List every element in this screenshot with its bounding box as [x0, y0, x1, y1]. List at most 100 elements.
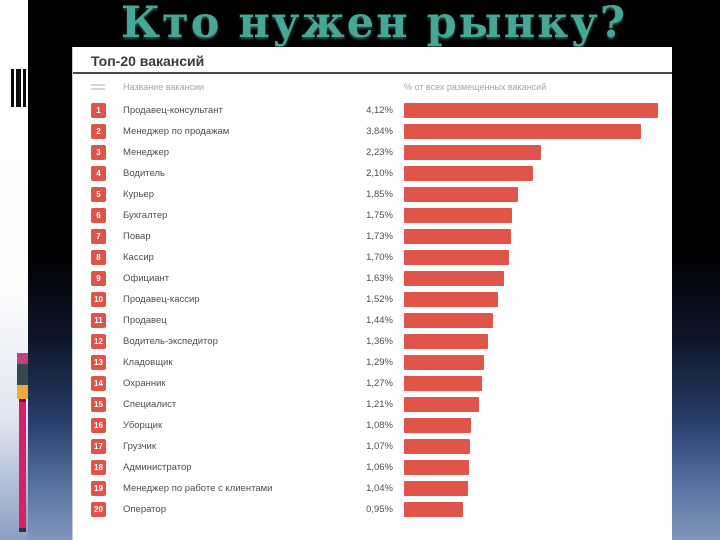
bar-cell	[404, 481, 672, 496]
rank-badge: 14	[91, 376, 106, 391]
bar-cell	[404, 376, 672, 391]
percent-bar	[404, 271, 505, 286]
table-row: 3 Менеджер 2,23%	[73, 142, 672, 163]
table-row: 19 Менеджер по работе с клиентами 1,04%	[73, 478, 672, 499]
vacancy-percent: 1,08%	[366, 420, 393, 431]
table-row: 15 Специалист 1,21%	[73, 394, 672, 415]
table-row: 1 Продавец-консультант 4,12%	[73, 100, 672, 121]
percent-bar	[404, 145, 542, 160]
magenta-vertical-bar	[19, 399, 26, 532]
slide-title: Кто нужен рынку?	[120, 0, 628, 48]
rank-badge: 6	[91, 208, 106, 223]
left-decor-strip	[0, 0, 28, 540]
rank-badge: 19	[91, 481, 106, 496]
percent-bar	[404, 229, 511, 244]
percent-bar	[404, 124, 641, 139]
rank-badge: 4	[91, 166, 106, 181]
vacancy-percent: 1,27%	[366, 378, 393, 389]
percent-bar	[404, 355, 484, 370]
vacancy-percent: 0,95%	[366, 504, 393, 515]
percent-bar	[404, 397, 479, 412]
column-header-percent: % от всех размещенных вакансий	[404, 82, 547, 92]
vacancy-percent: 1,21%	[366, 399, 393, 410]
vacancy-name: Кладовщик	[123, 357, 173, 368]
table-row: 20 Оператор 0,95%	[73, 499, 672, 520]
yellow-square	[17, 385, 28, 399]
rank-badge: 11	[91, 313, 106, 328]
percent-bar	[404, 460, 470, 475]
bar-cell	[404, 502, 672, 517]
vacancy-name: Грузчик	[123, 441, 156, 452]
table-row: 18 Администратор 1,06%	[73, 457, 672, 478]
bar-cell	[404, 292, 672, 307]
vacancy-percent: 1,75%	[366, 210, 393, 221]
vacancy-name: Водитель	[123, 168, 165, 179]
percent-bar	[404, 334, 488, 349]
bar-cell	[404, 355, 672, 370]
table-row: 12 Водитель-экспедитор 1,36%	[73, 331, 672, 352]
column-header-name: Название вакансии	[123, 82, 205, 92]
vacancy-percent: 1,06%	[366, 462, 393, 473]
rank-badge: 5	[91, 187, 106, 202]
rank-badge: 8	[91, 250, 106, 265]
pink-square	[17, 353, 28, 364]
vacancy-name: Продавец-консультант	[123, 105, 223, 116]
vacancy-name: Продавец	[123, 315, 167, 326]
vacancy-percent: 1,70%	[366, 252, 393, 263]
vacancy-percent: 1,73%	[366, 231, 393, 242]
vacancy-percent: 2,23%	[366, 147, 393, 158]
rank-badge: 12	[91, 334, 106, 349]
bar-cell	[404, 313, 672, 328]
table-row: 4 Водитель 2,10%	[73, 163, 672, 184]
rank-badge: 17	[91, 439, 106, 454]
vacancy-name: Менеджер	[123, 147, 170, 158]
table-row: 9 Официант 1,63%	[73, 268, 672, 289]
vacancy-percent: 1,29%	[366, 357, 393, 368]
rank-badge: 1	[91, 103, 106, 118]
bar-cell	[404, 166, 672, 181]
percent-bar	[404, 502, 463, 517]
bar-cell	[404, 103, 672, 118]
table-row: 2 Менеджер по продажам 3,84%	[73, 121, 672, 142]
percent-bar	[404, 292, 498, 307]
bar-cell	[404, 334, 672, 349]
vacancy-percent: 1,07%	[366, 441, 393, 452]
barcode-icon	[11, 47, 29, 107]
bar-cell	[404, 229, 672, 244]
table-row: 17 Грузчик 1,07%	[73, 436, 672, 457]
vacancy-percent: 3,84%	[366, 126, 393, 137]
rank-badge: 7	[91, 229, 106, 244]
vacancy-name: Водитель-экспедитор	[123, 336, 218, 347]
vacancy-percent: 1,04%	[366, 483, 393, 494]
bar-cell	[404, 250, 672, 265]
bar-cell	[404, 418, 672, 433]
table-row: 10 Продавец-кассир 1,52%	[73, 289, 672, 310]
percent-bar	[404, 250, 509, 265]
vacancy-name: Менеджер по работе с клиентами	[123, 483, 273, 494]
table-row: 8 Кассир 1,70%	[73, 247, 672, 268]
table-row: 11 Продавец 1,44%	[73, 310, 672, 331]
rank-badge: 20	[91, 502, 106, 517]
heading-divider	[73, 72, 672, 74]
percent-bar	[404, 439, 470, 454]
percent-bar	[404, 376, 483, 391]
vacancy-percent: 1,63%	[366, 273, 393, 284]
bar-cell	[404, 145, 672, 160]
table-row: 13 Кладовщик 1,29%	[73, 352, 672, 373]
vacancy-name: Повар	[123, 231, 151, 242]
vacancy-name: Продавец-кассир	[123, 294, 200, 305]
vacancy-name: Официант	[123, 273, 170, 284]
vacancy-name: Курьер	[123, 189, 154, 200]
percent-bar	[404, 481, 469, 496]
vacancy-name: Менеджер по продажам	[123, 126, 230, 137]
bar-cell	[404, 187, 672, 202]
vacancy-name: Администратор	[123, 462, 192, 473]
rank-badge: 15	[91, 397, 106, 412]
vacancy-percent: 1,36%	[366, 336, 393, 347]
bar-cell	[404, 124, 672, 139]
bar-cell	[404, 397, 672, 412]
vacancy-percent: 1,44%	[366, 315, 393, 326]
table-row: 6 Бухгалтер 1,75%	[73, 205, 672, 226]
rank-badge: 10	[91, 292, 106, 307]
